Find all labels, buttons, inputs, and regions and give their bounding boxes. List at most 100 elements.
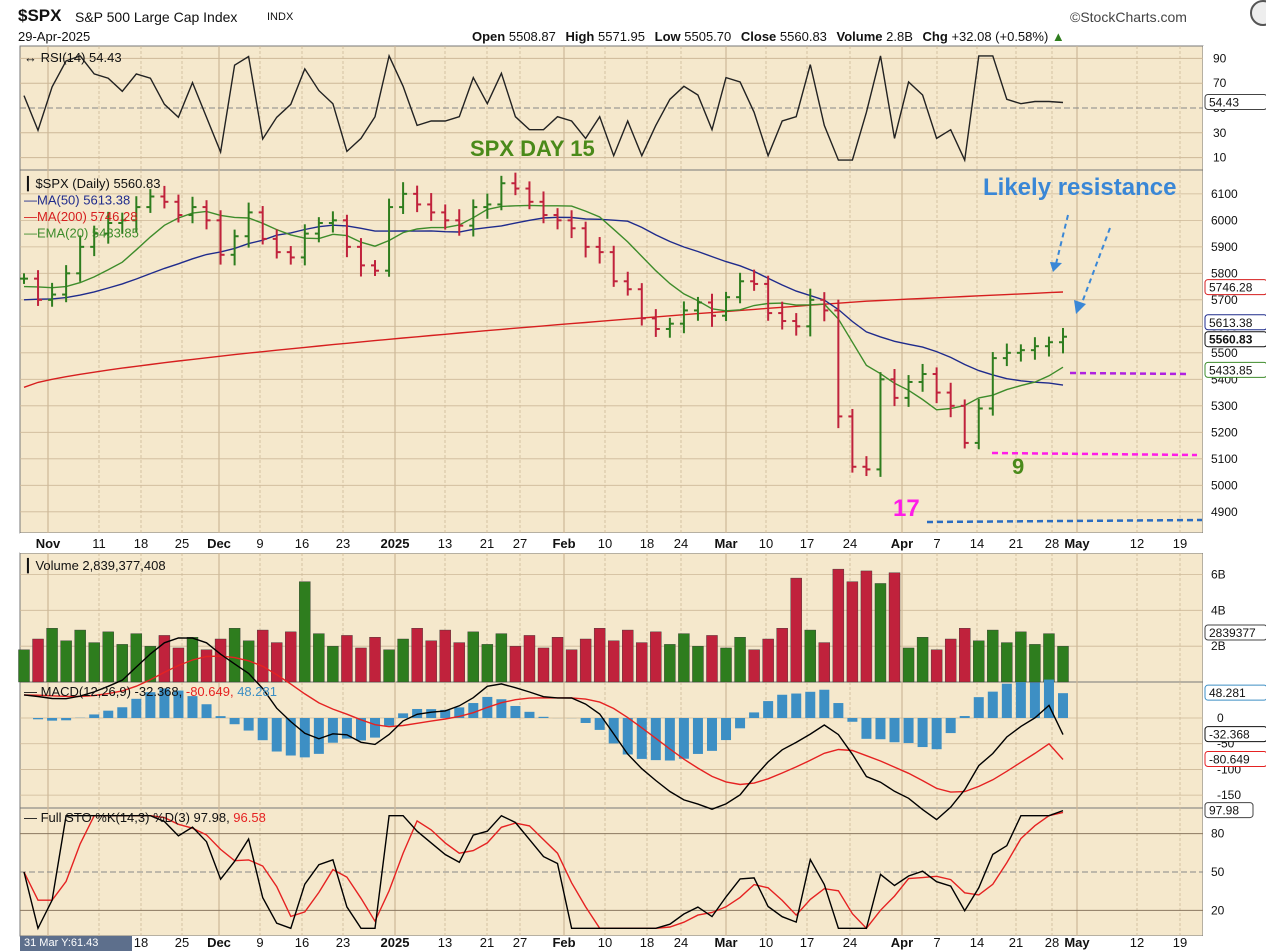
volume-value-box [1204,624,1266,641]
x-label-bottom-2025: 2025 [381,935,410,950]
volume-bar [720,647,732,683]
price-label-ema20: 5433.85 [1209,363,1253,377]
macd-hist-bar [355,718,366,741]
x-label-bottom-18: 18 [134,935,148,950]
volume-bar [608,640,620,683]
macd-legend-part-3: 48.281 [237,684,277,699]
close-value: 5560.83 [779,29,827,44]
price-bar [160,185,169,209]
price-bar [778,301,787,330]
x-label-13: 13 [438,536,452,551]
x-label-27: 27 [513,536,527,551]
x-label-bottom-May: May [1064,935,1090,950]
price-bar [76,235,85,282]
macd-hist-bar [945,718,956,734]
x-label-14: 14 [970,536,984,551]
annotation-resistance: Likely resistance [983,174,1176,201]
x-label-bottom-13: 13 [438,935,452,950]
macd-hist-bar [496,699,507,718]
price-bar [988,352,997,416]
support-line-1 [1069,371,1191,376]
x-axis-strip [20,533,1203,553]
y-tick-price: 5300 [1211,399,1238,413]
x-label-May: May [1064,536,1090,551]
volume-bar [46,628,58,683]
chart-date: 29-Apr-2025 [18,29,91,44]
volume-bar [706,635,718,683]
price-bar [511,172,520,196]
macd-hist-bar [187,696,198,718]
annotation-9: 9 [1012,454,1024,479]
x-label-bottom-Feb: Feb [552,935,575,950]
x-label-bottom-Mar: Mar [714,935,737,950]
y-tick-price: 4900 [1211,505,1238,519]
macd-line [23,637,1064,821]
x-label-17: 17 [800,536,814,551]
price-bar [876,372,885,477]
price-bar [328,211,337,233]
price-bar [567,210,576,239]
macd-hist-bar [706,718,717,751]
settings-icon[interactable] [1250,0,1266,26]
volume-bar [299,581,311,683]
volume-bar [762,638,774,683]
x-label-bottom-27: 27 [513,935,527,950]
x-label-bottom-17: 17 [800,935,814,950]
y-tick-price: 5800 [1211,266,1238,280]
close-label: Close [740,29,777,44]
macd-hist-bar [959,716,970,718]
x-label-bottom-21: 21 [1009,935,1023,950]
volume-bar [1057,645,1069,683]
macd-hist-bar [692,718,703,754]
price-bar [314,217,323,243]
price-legend-1: —MA(50) 5613.38 [24,193,130,208]
rsi-value: 54.43 [1209,96,1239,110]
x-label-21: 21 [480,536,494,551]
sto-d-line [23,811,1064,930]
x-label-Feb: Feb [552,536,575,551]
price-bar [469,199,478,237]
volume-bar [748,649,760,683]
volume-bar [383,649,395,683]
macd-legend-part-0: — MACD(12,26,9) [24,684,135,699]
price-bar [1002,343,1011,367]
chg-label: Chg [922,29,948,44]
price-bar [342,214,351,258]
price-bar [764,275,773,321]
price-bar [356,238,365,277]
volume-bar [116,644,128,683]
price-bar [272,229,281,259]
sto-k-line [23,809,1064,931]
y-tick-sto: 20 [1211,903,1225,917]
y-tick-price: 6000 [1211,213,1238,227]
price-label-ma50: 5613.38 [1209,316,1253,330]
macd-hist-bar [735,718,746,729]
volume-bar [636,642,648,683]
volume-bar [523,635,536,683]
x-label-18: 18 [134,536,148,551]
volume-bar [158,635,171,683]
y-tick-vol: 2B [1211,639,1226,653]
macd-hist-bar [285,718,296,756]
volume-bar [453,642,465,683]
volume-bar [88,642,100,683]
macd-hist-bar [819,689,830,718]
price-bar [90,225,99,257]
volume-bar [495,633,508,683]
macd-hist-bar [384,718,395,726]
x-label-bottom-24: 24 [843,935,857,950]
chart-header: $SPX S&P 500 Large Cap Index INDX ©Stock… [0,0,1266,46]
volume-bar [551,637,564,683]
volume-bar [692,645,704,683]
rsi-value-box [1204,94,1266,111]
x-label-7: 7 [933,536,940,551]
price-bar [637,283,646,326]
price-label-close: 5560.83 [1209,333,1253,347]
price-bar [286,246,295,265]
price-bar [834,299,843,429]
x-label-bottom-14: 14 [970,935,984,950]
macd-value-box-signal [1204,750,1266,767]
x-label-11: 11 [92,536,106,551]
x-label-Nov: Nov [36,536,61,551]
macd-hist-bar [33,718,44,720]
